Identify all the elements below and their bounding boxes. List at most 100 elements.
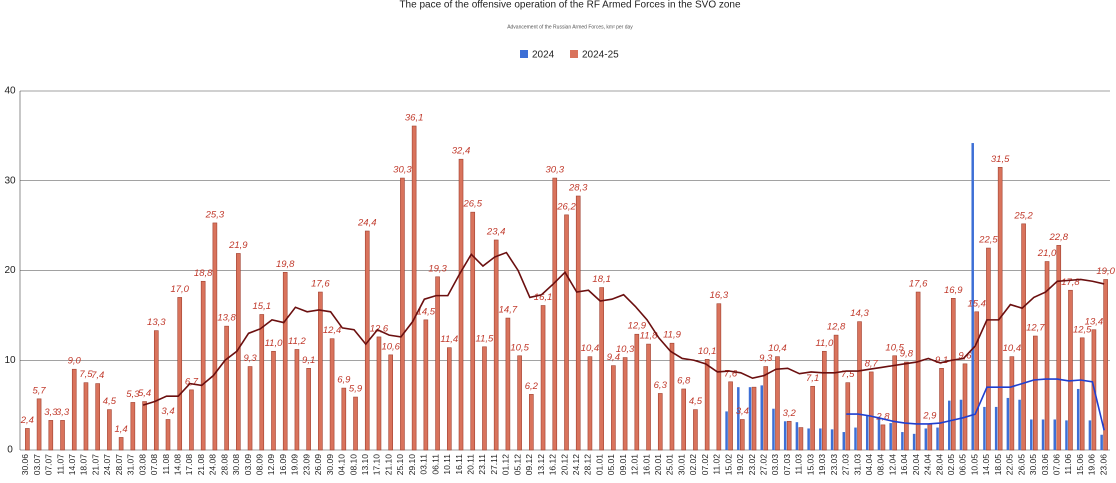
bar <box>517 355 522 451</box>
data-label: 4,5 <box>689 396 703 407</box>
bar <box>1079 337 1085 451</box>
legend-label: 2024-25 <box>582 50 619 61</box>
bar <box>775 356 780 451</box>
data-label: 12,4 <box>323 325 342 336</box>
data-label: 9,3 <box>243 353 257 364</box>
bar <box>971 143 974 450</box>
data-label: 25,2 <box>1013 210 1033 221</box>
data-label: 13,4 <box>1085 316 1104 327</box>
bar <box>822 350 827 451</box>
x-tick-label: 09.12 <box>524 454 534 476</box>
x-tick-label: 06.05 <box>958 454 968 476</box>
x-tick-label: 14.08 <box>172 454 182 476</box>
x-tick-label: 16.01 <box>641 454 651 476</box>
data-label: 17,0 <box>170 284 189 295</box>
data-label: 4,5 <box>103 396 117 407</box>
data-label: 19,3 <box>428 263 447 274</box>
bar <box>423 319 429 451</box>
x-tick-label: 27.02 <box>758 454 768 476</box>
data-label: 24,4 <box>357 218 377 229</box>
data-label: 21,9 <box>228 240 248 251</box>
bar <box>877 416 881 450</box>
data-label: 22,5 <box>978 235 998 246</box>
data-label: 10,3 <box>616 344 635 355</box>
data-label: 7,5 <box>79 369 93 380</box>
data-label: 3,2 <box>783 408 797 419</box>
bar <box>751 386 757 451</box>
line <box>142 251 1105 406</box>
bar <box>1100 434 1103 450</box>
x-tick-label: 03.07 <box>32 454 42 476</box>
bar <box>83 382 89 451</box>
x-tick-label: 28.07 <box>114 454 124 476</box>
data-label: 26,5 <box>462 199 482 210</box>
data-label: 6,7 <box>185 376 199 387</box>
data-label: 5,4 <box>138 388 151 399</box>
bar <box>725 411 728 450</box>
data-label: 6,9 <box>337 375 351 386</box>
bar <box>704 359 710 451</box>
bar <box>994 406 998 450</box>
x-tick-label: 01.12 <box>501 454 511 476</box>
x-tick-label: 02.02 <box>688 454 698 476</box>
data-label: 10,4 <box>581 343 600 354</box>
x-tick-label: 04.10 <box>337 454 347 476</box>
bar <box>1006 397 1010 450</box>
bar <box>830 429 834 450</box>
bar <box>842 432 846 450</box>
bar <box>772 408 775 450</box>
data-label: 13,8 <box>217 313 236 324</box>
data-label: 11,0 <box>815 338 834 349</box>
data-label: 12,7 <box>1026 323 1045 334</box>
bar <box>60 420 65 451</box>
bar <box>669 342 675 451</box>
data-label: 3,4 <box>736 406 749 417</box>
bar <box>259 314 265 451</box>
bar <box>810 385 815 451</box>
bar <box>388 354 393 451</box>
bar <box>271 350 276 451</box>
bar <box>200 280 206 451</box>
legend-swatch <box>520 50 528 58</box>
x-tick-label: 21.10 <box>383 454 393 476</box>
bar <box>986 247 991 451</box>
bar <box>716 303 722 451</box>
bar <box>353 396 358 451</box>
bar <box>107 409 112 451</box>
data-label: 5,9 <box>349 384 363 395</box>
data-label: 15,4 <box>967 298 986 309</box>
data-label: 17,6 <box>909 279 928 290</box>
y-tick-label: 30 <box>4 175 16 186</box>
data-label: 2,9 <box>922 410 937 421</box>
x-tick-label: 19.09 <box>290 454 300 476</box>
bar <box>681 388 687 451</box>
data-label: 36,1 <box>405 113 424 124</box>
data-label: 8,7 <box>865 358 879 369</box>
x-tick-label: 18.07 <box>79 454 89 476</box>
x-tick-label: 26.09 <box>313 454 323 476</box>
bar <box>807 428 810 450</box>
x-tick-label: 21.07 <box>90 454 100 476</box>
data-label: 32,4 <box>452 146 471 157</box>
x-tick-label: 02.05 <box>946 454 956 476</box>
x-tick-label: 20.12 <box>559 454 569 476</box>
x-tick-label: 10.11 <box>442 454 452 475</box>
bar <box>740 419 745 451</box>
x-tick-label: 06.11 <box>430 454 440 475</box>
data-label: 14,5 <box>417 306 436 317</box>
x-tick-label: 04.04 <box>864 454 874 476</box>
data-label: 3,3 <box>56 407 70 418</box>
bar <box>634 333 640 451</box>
data-label: 6,3 <box>654 380 668 391</box>
data-label: 6,2 <box>525 381 539 392</box>
x-tick-label: 07.02 <box>700 454 710 476</box>
bar <box>130 402 136 451</box>
bar <box>974 311 980 451</box>
legend-label: 2024 <box>532 50 555 61</box>
data-label: 6,8 <box>677 375 691 386</box>
data-label: 7,1 <box>806 373 819 384</box>
bar <box>25 428 30 451</box>
data-label: 2,4 <box>20 415 34 426</box>
bar <box>212 222 218 451</box>
bar <box>868 371 874 451</box>
